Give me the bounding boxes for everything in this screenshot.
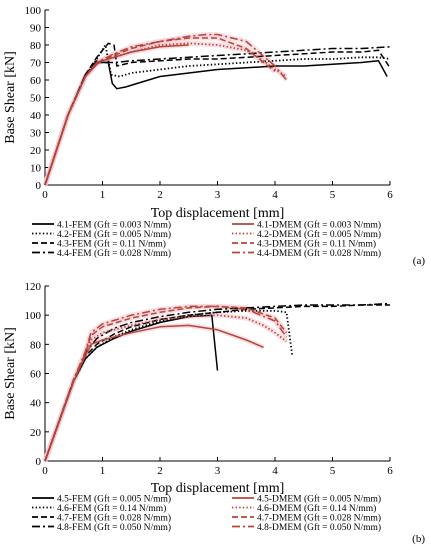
x-tick-label: 0 <box>42 189 48 201</box>
y-tick-label: 120 <box>25 281 42 293</box>
series-line-4.5-DMEM <box>44 324 264 462</box>
series-halo <box>42 40 288 186</box>
x-tick-label: 6 <box>387 465 393 477</box>
legend-label: 4.7-DMEM (Gft = 0.028 N/mm) <box>257 513 381 524</box>
chart-panel-a: 0 10 20 30 40 50 60 70 80 90 100 0 1 2 3 4 5 6 Top displac… <box>3 5 425 267</box>
series-line-4.6-DMEM <box>44 314 288 462</box>
y-tick-label: 50 <box>30 93 42 105</box>
legend-label: 4.6-FEM (Gft = 0.14 N/mm) <box>57 503 166 514</box>
series-halo <box>42 303 289 462</box>
x-tick-label: 3 <box>215 189 221 201</box>
y-tick-label: 20 <box>30 145 42 157</box>
x-tick-label: 0 <box>42 465 48 477</box>
legend-label: 4.8-FEM (Gft = 0.050 N/mm) <box>57 522 171 533</box>
legend-label: 4.7-FEM (Gft = 0.028 N/mm) <box>57 513 171 524</box>
series-line-4.4-DMEM <box>44 33 288 186</box>
y-tick-label: 0 <box>36 180 42 192</box>
x-tick-label: 4 <box>272 465 278 477</box>
x-tick-label: 2 <box>157 189 163 201</box>
x-tick-label: 2 <box>157 465 163 477</box>
y-tick-label: 80 <box>30 339 42 351</box>
legend-label: 4.2-DMEM (Gft = 0.005 N/mm) <box>257 229 381 240</box>
series-line-4.2-FEM <box>44 44 391 186</box>
legend-label: 4.4-DMEM (Gft = 0.028 N/mm) <box>257 248 381 259</box>
series-halo <box>42 322 265 462</box>
y-axis-title: Base Shear [kN] <box>3 51 18 144</box>
series-line-4.7-DMEM <box>44 305 288 462</box>
x-axis-title: Top displacement [mm] <box>151 206 285 221</box>
legend-label: 4.3-FEM (Gft = 0.11 N/mm) <box>57 239 166 250</box>
y-tick-label: 60 <box>30 369 42 381</box>
legend-label: 4.8-DMEM (Gft = 0.050 N/mm) <box>257 522 381 533</box>
series-halo <box>42 312 289 462</box>
legend-label: 4.3-DMEM (Gft = 0.11 N/mm) <box>257 239 376 250</box>
x-tick-label: 5 <box>330 465 336 477</box>
x-axis-title: Top displacement [mm] <box>151 481 285 496</box>
series-line-4.4-FEM <box>44 46 391 186</box>
legend-label: 4.6-DMEM (Gft = 0.14 N/mm) <box>257 503 376 514</box>
x-tick-label: 6 <box>387 189 393 201</box>
series-line-4.7-FEM <box>44 304 390 462</box>
chart-panel-b: 0 20 40 60 80 100 120 0 1 2 3 4 5 6 Top displacement [… <box>3 281 425 545</box>
y-tick-label: 30 <box>30 128 42 140</box>
y-axis-title: Base Shear [kN] <box>3 327 18 420</box>
y-tick-label: 10 <box>30 163 42 175</box>
x-tick-label: 3 <box>215 465 221 477</box>
panel-label: (b) <box>412 533 425 545</box>
x-tick-label: 1 <box>100 465 106 477</box>
series-line-4.8-FEM <box>44 302 391 462</box>
y-tick-label: 100 <box>25 310 42 322</box>
x-tick-label: 4 <box>272 189 278 201</box>
legend-label: 4.5-FEM (Gft = 0.005 N/mm) <box>57 494 171 505</box>
legend-label: 4.4-FEM (Gft = 0.028 N/mm) <box>57 248 171 259</box>
legend-label: 4.1-DMEM (Gft = 0.003 N/mm) <box>257 220 381 231</box>
legend-label: 4.5-DMEM (Gft = 0.005 N/mm) <box>257 494 381 505</box>
series-line-4.8-DMEM <box>44 305 288 462</box>
y-tick-label: 90 <box>30 23 42 35</box>
panel-label: (a) <box>413 255 426 267</box>
legend-label: 4.2-FEM (Gft = 0.005 N/mm) <box>57 229 171 240</box>
y-tick-label: 0 <box>36 456 42 468</box>
y-tick-label: 20 <box>30 427 42 439</box>
series-line-4.1-FEM <box>44 60 388 186</box>
series-halo <box>42 303 289 462</box>
y-tick-label: 40 <box>30 110 42 122</box>
series-line-4.6-FEM <box>44 309 294 462</box>
y-tick-label: 40 <box>30 398 42 410</box>
x-tick-label: 5 <box>330 189 336 201</box>
series-line-4.2-DMEM <box>44 42 287 186</box>
y-tick-label: 70 <box>30 58 42 70</box>
x-tick-label: 1 <box>100 189 106 201</box>
legend-label: 4.1-FEM (Gft = 0.003 N/mm) <box>57 220 171 231</box>
y-tick-label: 80 <box>30 40 42 52</box>
y-tick-label: 60 <box>30 75 42 87</box>
y-tick-label: 100 <box>25 5 42 17</box>
